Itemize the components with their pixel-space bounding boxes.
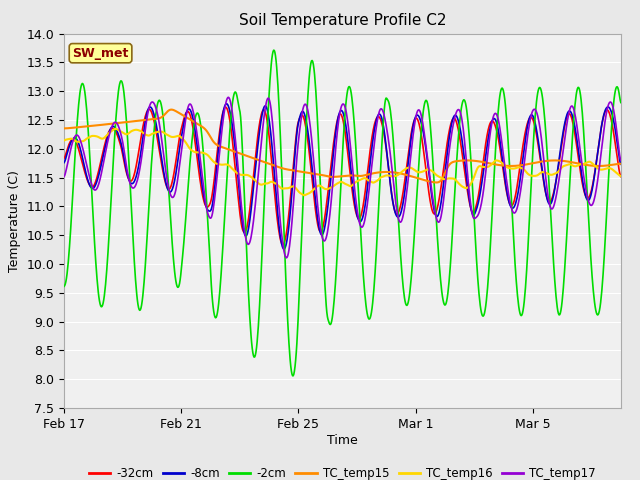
TC_temp16 — [60, 138, 68, 144]
TC_temp15 — [256, 157, 264, 163]
-8cm — [526, 114, 534, 120]
-2cm — [526, 210, 534, 216]
-8cm — [179, 128, 186, 133]
-32cm — [321, 217, 328, 223]
-8cm — [412, 113, 420, 119]
TC_temp15 — [412, 175, 419, 180]
-8cm — [60, 160, 68, 166]
TC_temp16 — [617, 173, 625, 179]
-32cm — [391, 207, 399, 213]
TC_temp16 — [321, 186, 328, 192]
Line: -32cm: -32cm — [64, 107, 621, 245]
TC_temp17 — [256, 157, 264, 163]
Legend: -32cm, -8cm, -2cm, TC_temp15, TC_temp16, TC_temp17: -32cm, -8cm, -2cm, TC_temp15, TC_temp16,… — [84, 463, 600, 480]
-2cm — [270, 48, 278, 53]
Line: TC_temp16: TC_temp16 — [64, 129, 621, 195]
TC_temp15 — [179, 112, 187, 118]
TC_temp17 — [225, 95, 232, 100]
TC_temp17 — [321, 238, 328, 244]
TC_temp16 — [179, 136, 187, 142]
TC_temp16 — [391, 173, 399, 179]
-32cm — [526, 115, 534, 121]
TC_temp15 — [526, 161, 534, 167]
TC_temp17 — [283, 255, 291, 261]
-8cm — [256, 128, 264, 134]
-2cm — [321, 272, 328, 277]
-32cm — [256, 120, 264, 126]
-32cm — [412, 115, 420, 121]
-2cm — [617, 100, 625, 106]
TC_temp15 — [168, 107, 175, 112]
-8cm — [321, 226, 328, 232]
TC_temp16 — [412, 168, 420, 174]
TC_temp16 — [300, 192, 308, 198]
-32cm — [60, 156, 68, 161]
TC_temp17 — [526, 120, 534, 125]
TC_temp17 — [412, 113, 420, 119]
X-axis label: Time: Time — [327, 433, 358, 446]
-2cm — [412, 204, 420, 210]
Title: Soil Temperature Profile C2: Soil Temperature Profile C2 — [239, 13, 446, 28]
TC_temp15 — [60, 125, 68, 131]
-8cm — [223, 101, 230, 107]
Text: SW_met: SW_met — [72, 47, 129, 60]
Y-axis label: Temperature (C): Temperature (C) — [8, 170, 21, 272]
-2cm — [179, 253, 186, 259]
TC_temp15 — [433, 180, 440, 185]
-2cm — [289, 373, 297, 379]
-8cm — [391, 208, 399, 214]
TC_temp15 — [390, 169, 398, 175]
TC_temp15 — [617, 161, 625, 167]
Line: TC_temp15: TC_temp15 — [64, 109, 621, 182]
TC_temp17 — [60, 174, 68, 180]
TC_temp16 — [526, 172, 534, 178]
-8cm — [617, 161, 625, 167]
TC_temp17 — [179, 141, 186, 146]
-2cm — [391, 157, 399, 163]
-32cm — [279, 242, 287, 248]
-32cm — [221, 104, 229, 110]
TC_temp17 — [391, 191, 399, 196]
TC_temp15 — [320, 172, 328, 178]
-32cm — [617, 174, 625, 180]
TC_temp16 — [256, 181, 264, 187]
Line: -8cm: -8cm — [64, 104, 621, 249]
Line: TC_temp17: TC_temp17 — [64, 97, 621, 258]
-2cm — [255, 313, 263, 319]
TC_temp17 — [617, 157, 625, 163]
TC_temp16 — [111, 126, 119, 132]
Line: -2cm: -2cm — [64, 50, 621, 376]
-8cm — [280, 246, 288, 252]
-2cm — [60, 284, 68, 289]
-32cm — [179, 121, 186, 127]
